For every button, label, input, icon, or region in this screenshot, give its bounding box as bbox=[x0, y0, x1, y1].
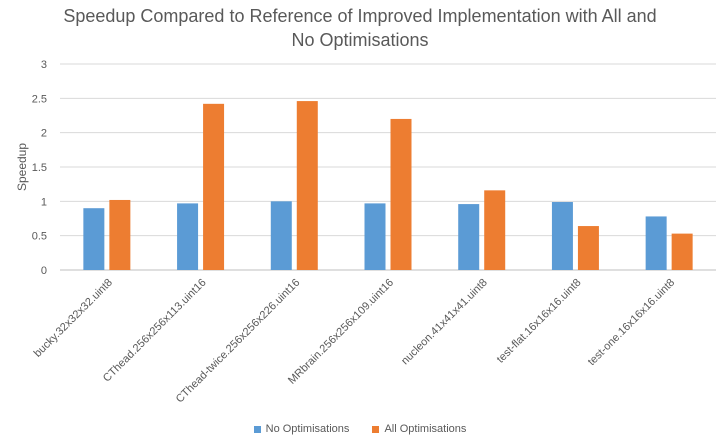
y-tick-label: 1.5 bbox=[32, 162, 47, 174]
y-axis-title: Speedup bbox=[15, 143, 29, 191]
x-axis-ticks: bucky.32x32x32.uint8CThead.256x256x113.u… bbox=[32, 277, 677, 406]
y-axis-ticks: 0 0.5 1 1.5 2 2.5 3 bbox=[32, 59, 47, 277]
legend-item-all-optimisations: All Optimisations bbox=[372, 423, 466, 435]
x-tick-label: MRbrain.256x256x109.uint16 bbox=[286, 277, 396, 387]
legend-swatch-all-optimisations bbox=[372, 425, 380, 433]
x-tick-label: test-one.16x16x16.uint8 bbox=[586, 277, 678, 369]
x-tick-label: test-flat.16x16x16.uint8 bbox=[495, 277, 584, 366]
y-tick-label: 2 bbox=[41, 128, 47, 140]
legend-item-no-optimisations: No Optimisations bbox=[253, 423, 350, 435]
bar-all-optimisations-1 bbox=[203, 103, 225, 271]
y-tick-label: 0.5 bbox=[32, 231, 47, 243]
legend: No Optimisations All Optimisations bbox=[0, 423, 720, 436]
chart-title-line-1: Speedup Compared to Reference of Improve… bbox=[63, 6, 657, 26]
bar-all-optimisations-0 bbox=[109, 199, 131, 270]
gridlines bbox=[60, 63, 716, 271]
bar-all-optimisations-2 bbox=[296, 101, 318, 270]
y-tick-label: 1 bbox=[41, 196, 47, 208]
y-tick-label: 2.5 bbox=[32, 93, 47, 105]
legend-label-all-optimisations: All Optimisations bbox=[384, 423, 467, 435]
x-tick-label: CThead.256x256x113.uint16 bbox=[101, 277, 209, 385]
bars bbox=[83, 101, 693, 271]
legend-label-no-optimisations: No Optimisations bbox=[265, 423, 350, 435]
x-tick-label: bucky.32x32x32.uint8 bbox=[32, 277, 115, 360]
bar-all-optimisations-5 bbox=[577, 226, 599, 270]
bar-all-optimisations-4 bbox=[484, 190, 506, 270]
bar-no-optimisations-2 bbox=[270, 201, 292, 270]
y-tick-label: 3 bbox=[41, 59, 47, 71]
y-tick-label: 0 bbox=[41, 265, 47, 277]
bar-no-optimisations-6 bbox=[645, 216, 667, 270]
bar-no-optimisations-3 bbox=[364, 203, 386, 270]
chart-title: Speedup Compared to Reference of Improve… bbox=[0, 4, 720, 52]
legend-swatch-no-optimisations bbox=[253, 425, 261, 433]
bar-no-optimisations-5 bbox=[551, 202, 573, 270]
x-tick-label: nucleon.41x41x41.uint8 bbox=[399, 277, 490, 368]
bar-all-optimisations-3 bbox=[390, 118, 412, 270]
chart-title-line-2: No Optimisations bbox=[291, 30, 429, 50]
bar-no-optimisations-0 bbox=[83, 208, 105, 270]
bar-no-optimisations-1 bbox=[177, 203, 199, 270]
bar-all-optimisations-6 bbox=[671, 233, 693, 270]
bar-no-optimisations-4 bbox=[458, 204, 480, 270]
